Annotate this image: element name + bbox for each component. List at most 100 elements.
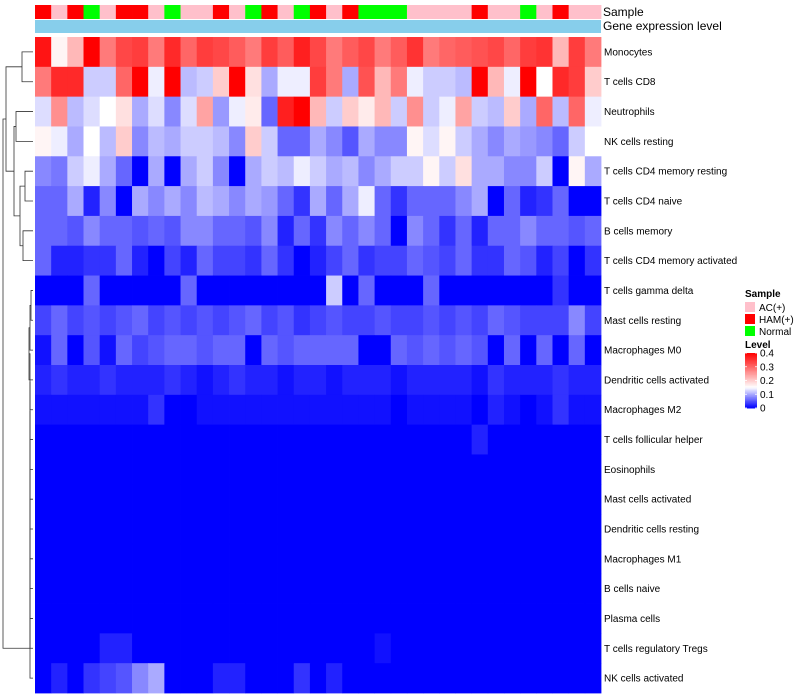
heatmap-cell [374,186,392,217]
heatmap-cell [536,454,553,485]
heatmap-cell [180,365,198,396]
colorbar-segment [745,369,757,372]
heatmap-cell [423,663,440,694]
heatmap-cell [132,96,149,127]
row-label: Mast cells resting [604,316,681,327]
heatmap-cell [164,126,181,157]
heatmap-cell [439,424,456,455]
heatmap-cell [374,335,392,366]
heatmap-cell [229,245,246,276]
heatmap-cell [503,156,521,187]
heatmap-cell [83,633,101,664]
heatmap-cell [390,37,408,68]
heatmap-cell [584,514,602,545]
heatmap-cell [309,514,327,545]
heatmap-cell [180,394,198,426]
heatmap-cell [277,365,295,396]
heatmap-cell [277,573,295,604]
heatmap-cell [67,275,84,306]
heatmap-cell [471,543,489,575]
heatmap-cell [261,543,278,575]
heatmap-cell [309,454,327,485]
heatmap-cell [342,514,359,545]
heatmap-cell [196,454,214,485]
heatmap-cell [99,96,117,127]
sample-cell [423,5,440,19]
heatmap-cell [148,663,165,694]
heatmap-cell [245,305,262,336]
sample-cell [67,5,84,19]
heatmap-cell [552,663,570,694]
heatmap-cell [261,156,278,187]
heatmap-cell [423,215,440,247]
sample-cell [503,5,521,19]
heatmap-cell [67,335,84,366]
heatmap-cell [503,365,521,396]
heatmap-cell [536,275,553,306]
heatmap-cell [212,633,230,664]
heatmap-cell [552,365,570,396]
heatmap-cell [358,186,375,217]
heatmap-cell [132,514,149,545]
heatmap-cell [358,37,375,68]
sample-cell [132,5,149,19]
heatmap-cell [584,156,602,187]
heatmap-cell [423,156,440,187]
heatmap-cell [245,215,262,247]
heatmap-cell [487,335,505,366]
heatmap-cell [132,365,149,396]
heatmap-cell [390,305,408,336]
heatmap-cell [229,663,246,694]
heatmap-cell [503,424,521,455]
heatmap-cell [390,454,408,485]
heatmap-cell [245,66,262,98]
heatmap-cell [406,663,424,694]
heatmap-cell [164,66,181,98]
heatmap-cell [99,335,117,366]
heatmap-cell [277,96,295,127]
heatmap-cell [358,305,375,336]
heatmap-cell [261,394,278,426]
heatmap-cell [180,96,198,127]
heatmap-cell [487,245,505,276]
colorbar-segment [745,379,757,381]
heatmap-cell [261,365,278,396]
heatmap-cell [455,365,473,396]
heatmap-cell [503,514,521,545]
heatmap-cell [487,663,505,694]
heatmap-cell [520,543,537,575]
heatmap-cell [326,215,343,247]
heatmap-cell [180,663,198,694]
heatmap-cell [229,424,246,455]
heatmap-cell [390,365,408,396]
heatmap-cell [503,96,521,127]
heatmap-cell [245,603,262,634]
heatmap-cell [342,305,359,336]
heatmap-cell [164,454,181,485]
heatmap-cell [503,573,521,604]
heatmap-cell [180,305,198,336]
heatmap-cell [99,365,117,396]
colorbar-tick-label: 0.4 [760,349,774,360]
dendrogram-branch [19,185,25,247]
heatmap-cell [503,186,521,217]
heatmap-cell [229,305,246,336]
heatmap-cell [229,66,246,98]
heatmap-cell [487,66,505,98]
heatmap-cell [261,305,278,336]
heatmap-cell [35,66,52,98]
heatmap-cell [568,305,586,336]
heatmap-cell [342,215,359,247]
heatmap-cell [374,663,392,694]
heatmap-cell [520,215,537,247]
heatmap-cell [83,454,101,485]
heatmap-cell [293,156,311,187]
row-label: T cells regulatory Tregs [604,644,708,655]
heatmap-cell [536,394,553,426]
heatmap-cell [51,66,68,98]
heatmap-cell [196,365,214,396]
heatmap-cell [487,215,505,247]
heatmap-cell [245,37,262,68]
colorbar-segment [745,359,757,362]
heatmap-cell [423,365,440,396]
